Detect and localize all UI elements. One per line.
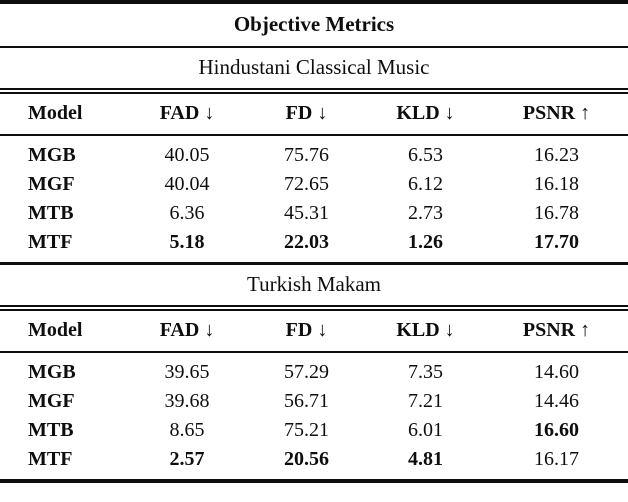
metric-cell: 75.21 <box>284 419 329 441</box>
table-row: MGF 40.04 72.65 6.12 16.18 <box>0 170 628 199</box>
metric-cell: 45.31 <box>284 202 329 224</box>
metric-cell: 17.70 <box>534 231 580 253</box>
metric-cell: 6.53 <box>408 144 443 166</box>
metric-cell: 20.56 <box>247 445 366 483</box>
table-row: MTF 5.18 22.03 1.26 17.70 <box>0 228 628 264</box>
metric-cell: 16.60 <box>534 419 580 441</box>
column-header-kld: KLD ↓ <box>366 91 485 136</box>
objective-metrics-table: Objective Metrics Hindustani Classical M… <box>0 0 628 483</box>
metric-cell: 6.36 <box>169 202 205 224</box>
section-header-turkish: Turkish Makam <box>0 262 628 311</box>
down-arrow-icon: ↓ <box>444 319 455 341</box>
column-label: KLD <box>396 102 440 124</box>
metric-cell: 2.57 <box>127 445 247 483</box>
down-arrow-icon: ↓ <box>317 102 328 124</box>
up-arrow-icon: ↑ <box>580 319 591 341</box>
table-row: MTF 2.57 20.56 4.81 16.17 <box>0 445 628 483</box>
column-header-row: Model FAD ↓ FD ↓ KLD ↓ PSNR ↑ <box>0 91 628 136</box>
column-label: FD <box>285 102 313 124</box>
column-header-fd: FD ↓ <box>247 91 366 136</box>
table-row: MTB 8.65 75.21 6.01 16.60 <box>0 416 628 445</box>
column-header-psnr: PSNR ↑ <box>485 308 628 353</box>
model-cell: MTF <box>28 231 73 253</box>
metric-cell: 7.35 <box>408 361 443 383</box>
metric-cell: 6.12 <box>408 173 443 195</box>
metric-cell: 1.26 <box>408 231 443 253</box>
column-label: FAD <box>159 319 200 341</box>
column-header-row: Model FAD ↓ FD ↓ KLD ↓ PSNR ↑ <box>0 308 628 353</box>
metric-cell: 8.65 <box>169 419 205 441</box>
metric-cell: 39.68 <box>164 390 210 412</box>
metric-cell: 16.23 <box>534 144 580 166</box>
metric-cell: 72.65 <box>284 173 329 195</box>
down-arrow-icon: ↓ <box>444 102 455 124</box>
column-label: FD <box>285 319 313 341</box>
column-header-model: Model <box>0 91 127 136</box>
column-label: PSNR <box>522 102 576 124</box>
metric-cell: 56.71 <box>284 390 329 412</box>
metric-cell: 14.60 <box>534 361 580 383</box>
table-row: MGB 40.05 75.76 6.53 16.23 <box>0 135 628 170</box>
section-title: Turkish Makam <box>0 262 628 311</box>
metric-cell: 5.18 <box>169 231 205 253</box>
table-title: Objective Metrics <box>0 2 628 48</box>
metric-cell: 2.73 <box>408 202 443 224</box>
column-label: FAD <box>159 102 200 124</box>
column-label: KLD <box>396 319 440 341</box>
up-arrow-icon: ↑ <box>580 102 591 124</box>
metric-cell: 57.29 <box>284 361 329 383</box>
model-cell: MGF <box>28 173 75 195</box>
column-header-fad: FAD ↓ <box>127 308 247 353</box>
column-header-psnr: PSNR ↑ <box>485 91 628 136</box>
column-header-kld: KLD ↓ <box>366 308 485 353</box>
table-row: MGF 39.68 56.71 7.21 14.46 <box>0 387 628 416</box>
table-row: MTB 6.36 45.31 2.73 16.78 <box>0 199 628 228</box>
metric-cell: 16.18 <box>534 173 580 195</box>
metric-cell: 22.03 <box>284 231 329 253</box>
metric-cell: 39.65 <box>164 361 210 383</box>
model-cell: MGB <box>28 361 76 383</box>
down-arrow-icon: ↓ <box>204 102 215 124</box>
section-header-hindustani: Hindustani Classical Music <box>0 47 628 94</box>
column-header-fad: FAD ↓ <box>127 91 247 136</box>
metric-cell: 16.17 <box>485 445 628 483</box>
section-title: Hindustani Classical Music <box>0 47 628 94</box>
paper-table-figure: Objective Metrics Hindustani Classical M… <box>0 0 628 483</box>
metric-cell: 14.46 <box>534 390 580 412</box>
metric-cell: 75.76 <box>284 144 329 166</box>
metric-cell: 16.78 <box>534 202 580 224</box>
model-cell: MTB <box>28 202 74 224</box>
table-row: MGB 39.65 57.29 7.35 14.60 <box>0 352 628 387</box>
model-cell: MGF <box>28 390 75 412</box>
metric-cell: 7.21 <box>408 390 443 412</box>
down-arrow-icon: ↓ <box>204 319 215 341</box>
model-cell: MTB <box>28 419 74 441</box>
metric-cell: 40.05 <box>164 144 210 166</box>
column-header-fd: FD ↓ <box>247 308 366 353</box>
metric-cell: 6.01 <box>408 419 443 441</box>
column-header-model: Model <box>0 308 127 353</box>
table-title-row: Objective Metrics <box>0 2 628 48</box>
model-cell: MGB <box>28 144 76 166</box>
column-label: PSNR <box>522 319 576 341</box>
metric-cell: 40.04 <box>164 173 210 195</box>
model-cell: MTF <box>0 445 127 483</box>
down-arrow-icon: ↓ <box>317 319 328 341</box>
metric-cell: 4.81 <box>366 445 485 483</box>
